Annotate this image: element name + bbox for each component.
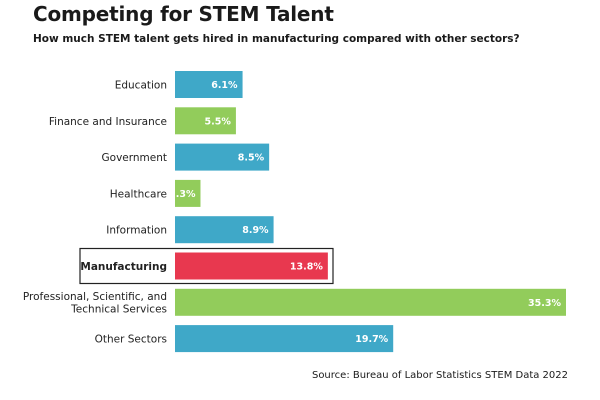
category-label: Healthcare <box>110 188 167 200</box>
value-label: 8.5% <box>238 153 265 164</box>
bar <box>175 288 566 316</box>
value-label: 35.3% <box>528 298 561 309</box>
bar <box>175 179 201 207</box>
bar <box>175 71 243 98</box>
category-label: Education <box>115 80 167 92</box>
source-note: Source: Bureau of Labor Statistics STEM … <box>311 370 568 381</box>
category-label: Other Sectors <box>95 334 167 346</box>
chart-title: Competing for STEM Talent <box>33 2 334 26</box>
bar <box>175 325 394 353</box>
bar <box>175 252 328 280</box>
category-label: Government <box>102 152 167 164</box>
bar <box>175 143 270 171</box>
bar <box>175 216 274 244</box>
category-label: Manufacturing <box>80 261 167 273</box>
category-label: Finance and Insurance <box>49 116 167 128</box>
value-label: 6.1% <box>211 80 238 91</box>
value-label: 13.8% <box>290 262 323 273</box>
value-label: 19.7% <box>355 334 388 345</box>
category-label: Professional, Scientific, and Technical S… <box>23 291 167 316</box>
value-label: 2.3% <box>169 189 196 200</box>
chart-subtitle: How much STEM talent gets hired in manuf… <box>33 33 520 45</box>
value-label: 8.9% <box>242 225 269 236</box>
highlight-box <box>79 247 334 285</box>
bar <box>175 107 236 135</box>
value-label: 5.5% <box>205 116 232 127</box>
category-label: Information <box>106 225 167 237</box>
